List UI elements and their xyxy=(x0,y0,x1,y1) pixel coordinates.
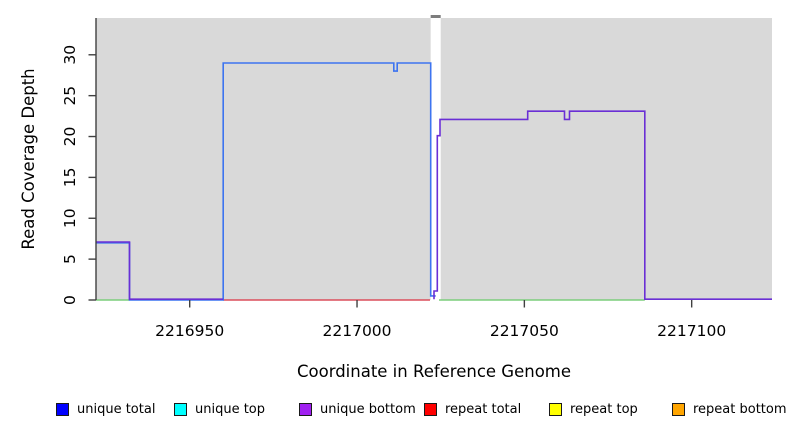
legend-swatch-repeat-bottom xyxy=(672,402,685,416)
legend-label: repeat total xyxy=(445,401,522,417)
coverage-gap-band xyxy=(430,15,441,300)
gap-band xyxy=(430,18,441,300)
legend-item-unique-top: unique top xyxy=(174,400,265,418)
y-tick-label: 5 xyxy=(61,254,79,264)
y-tick-label: 0 xyxy=(61,295,79,305)
y-tick-label: 20 xyxy=(61,127,79,147)
series-unique-bottom xyxy=(96,241,224,301)
legend-label: unique bottom xyxy=(320,401,416,417)
legend-label: unique top xyxy=(195,401,266,417)
x-axis-ticks: 2216950 2217000 2217050 2217100 xyxy=(155,300,726,340)
legend-item-unique-bottom: unique bottom xyxy=(299,400,416,418)
y-axis-ticks: 0 5 10 15 20 25 30 xyxy=(61,45,96,305)
series-layer xyxy=(96,62,772,301)
legend-swatch-unique-total xyxy=(56,402,69,416)
axes-layer: 2216950 2217000 2217050 2217100 0 5 10 15 20 25 3… xyxy=(61,18,726,340)
legend-item-repeat-bottom: repeat bottom xyxy=(672,400,787,418)
legend-swatch-unique-top xyxy=(174,402,187,416)
x-tick-label: 2217100 xyxy=(657,322,726,340)
legend-swatch-unique-bottom xyxy=(299,402,312,416)
x-axis-title: Coordinate in Reference Genome xyxy=(297,362,571,381)
legend-item-unique-total: unique total xyxy=(56,400,155,418)
y-axis-title: Read Coverage Depth xyxy=(19,68,38,249)
x-tick-label: 2217000 xyxy=(323,322,392,340)
legend-label: repeat bottom xyxy=(693,401,787,417)
y-tick-label: 10 xyxy=(61,208,79,228)
legend-swatch-repeat-top xyxy=(549,402,562,416)
legend-label: unique total xyxy=(77,401,156,417)
gap-top-marker xyxy=(430,15,441,18)
legend-label: repeat top xyxy=(570,401,638,417)
coverage-plot: 2216950 2217000 2217050 2217100 0 5 10 15 20 25 3… xyxy=(19,15,772,381)
x-tick-label: 2216950 xyxy=(155,322,224,340)
y-tick-label: 25 xyxy=(61,86,79,106)
y-tick-label: 30 xyxy=(61,45,79,65)
legend-swatch-repeat-total xyxy=(424,402,437,416)
x-tick-label: 2217050 xyxy=(490,322,559,340)
y-tick-label: 15 xyxy=(61,168,79,188)
coverage-chart: 2216950 2217000 2217050 2217100 0 5 10 15 20 25 3… xyxy=(19,15,772,381)
legend-item-repeat-top: repeat top xyxy=(549,400,638,418)
chart-legend: unique total unique top unique bottom repea… xyxy=(0,398,792,424)
series-unique-bottom xyxy=(433,110,772,301)
legend-item-repeat-total: repeat total xyxy=(424,400,521,418)
